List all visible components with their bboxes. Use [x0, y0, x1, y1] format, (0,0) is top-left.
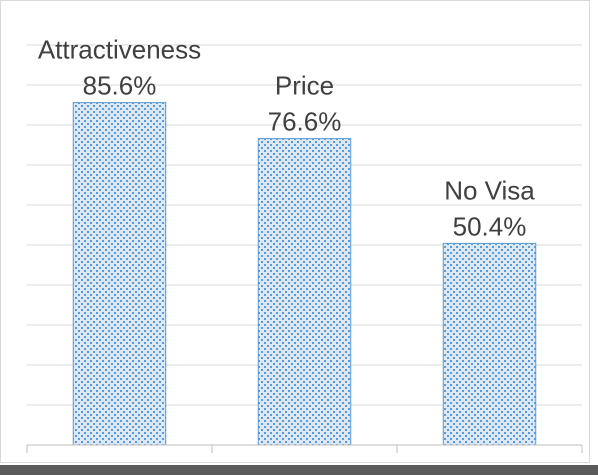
data-label: 85.6%	[83, 71, 157, 101]
category-label: No Visa	[444, 175, 535, 205]
data-label: 76.6%	[268, 107, 342, 137]
window-edge	[0, 465, 598, 475]
bar	[72, 102, 167, 446]
bar	[257, 138, 352, 446]
data-label: 50.4%	[453, 211, 527, 241]
category-label: Attractiveness	[38, 35, 201, 65]
bar	[442, 242, 537, 446]
category-label: Price	[275, 71, 334, 101]
